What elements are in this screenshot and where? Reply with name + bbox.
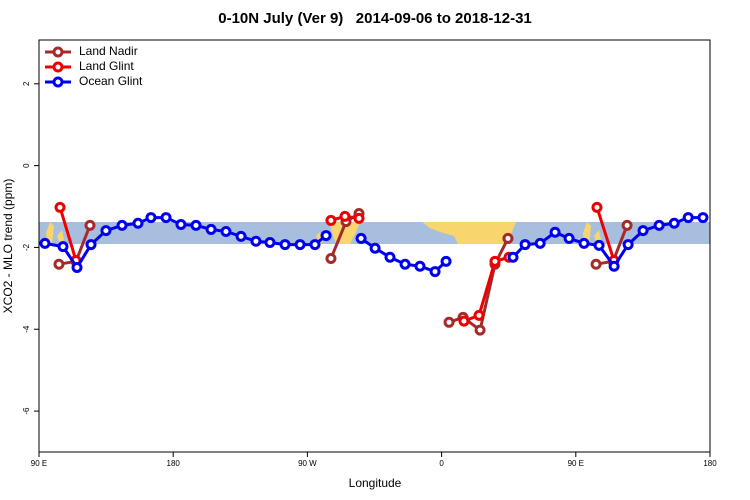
legend-marker [52,46,64,58]
data-point [175,219,187,231]
x-axis-label: Longitude [349,476,402,490]
data-point [414,260,426,272]
data-point [353,212,365,224]
data-point [534,237,546,249]
data-point [116,219,128,231]
data-point [355,232,367,244]
data-point [264,237,276,249]
data-point [440,255,452,267]
y-tick-label: -4 [22,325,31,333]
data-point [443,316,455,328]
data-point [54,201,66,213]
data-point [160,212,172,224]
legend-label: Land Nadir [79,44,138,58]
data-point [84,219,96,231]
data-point [668,217,680,229]
x-tick-label: 0 [439,459,444,468]
data-point [458,315,470,327]
data-point [549,226,561,238]
data-point [608,260,620,272]
data-point [309,239,321,251]
data-point [697,212,709,224]
data-point [220,225,232,237]
data-point [320,230,332,242]
data-point [205,223,217,235]
data-point [399,258,411,270]
data-point [279,239,291,251]
x-tick-label: 180 [703,459,717,468]
data-point [563,232,575,244]
data-point [502,232,514,244]
y-tick-label: 2 [22,81,31,86]
data-point [384,251,396,263]
y-tick-label: -2 [22,243,31,251]
data-point [429,266,441,278]
x-tick-label: 90 E [31,459,47,468]
data-point [325,214,337,226]
data-point [637,225,649,237]
data-point [369,242,381,254]
data-point [132,217,144,229]
data-point [57,241,69,253]
data-point [653,219,665,231]
data-point [682,212,694,224]
data-point [339,210,351,222]
data-point [145,212,157,224]
y-tick-label: 0 [22,163,31,168]
data-point [85,239,97,251]
legend-label: Ocean Glint [79,74,143,88]
data-point [507,251,519,263]
data-point [590,258,602,270]
data-point [489,255,501,267]
data-point [53,258,65,270]
x-tick-label: 90 E [568,459,584,468]
data-point [325,252,337,264]
data-point [591,201,603,213]
legend-marker [52,76,64,88]
data-point [294,239,306,251]
data-point [474,324,486,336]
data-point [473,309,485,321]
data-point [250,235,262,247]
y-tick-label: -6 [22,407,31,415]
data-point [71,261,83,273]
y-axis-label: XCO2 - MLO trend (ppm) [1,179,15,314]
x-tick-label: 90 W [298,459,317,468]
x-tick-label: 180 [167,459,181,468]
data-point [621,219,633,231]
legend-label: Land Glint [79,59,134,73]
legend-marker [52,61,64,73]
data-point [622,239,634,251]
data-point [519,239,531,251]
chart-title: 0-10N July (Ver 9) 2014-09-06 to 2018-12… [218,10,532,27]
data-point [593,239,605,251]
data-point [578,237,590,249]
plot-frame [38,39,711,453]
data-point [100,225,112,237]
data-point [235,230,247,242]
data-point [39,237,51,249]
data-point [190,219,202,231]
